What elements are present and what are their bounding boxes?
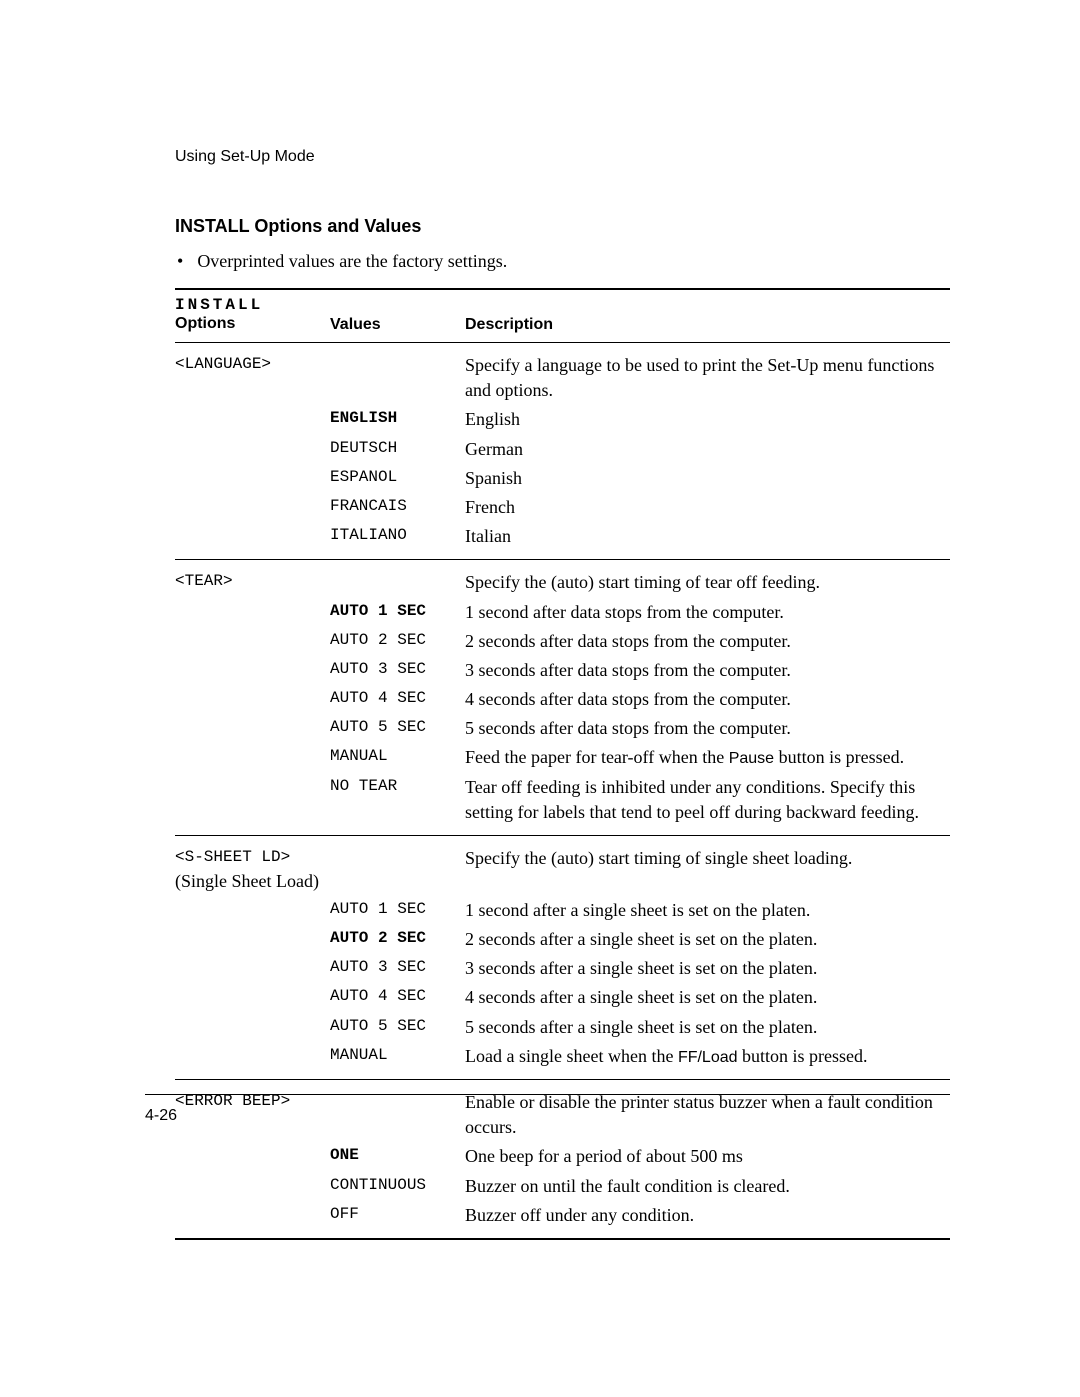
option-group: <ERROR BEEP>Enable or disable the printe…: [175, 1080, 950, 1238]
value-code: DEUTSCH: [330, 439, 397, 457]
value-row: ONE One beep for a period of about 500 ms: [175, 1142, 950, 1171]
value-code: AUTO 1 SEC: [330, 900, 426, 918]
options-table: INSTALL Options Values Description <LANG…: [175, 288, 950, 1240]
option-intro-desc: Enable or disable the printer status buz…: [465, 1090, 950, 1140]
value-code: AUTO 3 SEC: [330, 660, 426, 678]
page-header: Using Set-Up Mode: [175, 148, 950, 166]
value-desc: 4 seconds after data stops from the comp…: [465, 687, 950, 712]
value-row: FRANCAIS French: [175, 493, 950, 522]
value-desc: English: [465, 407, 950, 432]
value-desc: 1 second after data stops from the compu…: [465, 600, 950, 625]
option-code: <S-SHEET LD>: [175, 846, 330, 868]
value-code: NO TEAR: [330, 777, 397, 795]
value-desc: 2 seconds after data stops from the comp…: [465, 629, 950, 654]
value-row: MANUAL Feed the paper for tear-off when t…: [175, 743, 950, 772]
value-code: AUTO 1 SEC: [330, 602, 426, 620]
value-row: ITALIANO Italian: [175, 522, 950, 551]
value-desc: Spanish: [465, 466, 950, 491]
value-desc: Buzzer off under any condition.: [465, 1203, 950, 1228]
option-code: <TEAR>: [175, 570, 330, 592]
value-desc: Tear off feeding is inhibited under any …: [465, 775, 950, 825]
value-desc: 3 seconds after a single sheet is set on…: [465, 956, 950, 981]
inline-button-name: Pause: [729, 750, 774, 767]
value-row: AUTO 4 SEC 4 seconds after data stops fro…: [175, 685, 950, 714]
option-intro-row: <S-SHEET LD>(Single Sheet Load) Specify t…: [175, 844, 950, 896]
option-intro-desc: Specify a language to be used to print t…: [465, 353, 950, 403]
option-intro-desc: Specify the (auto) start timing of tear …: [465, 570, 950, 595]
value-desc: 5 seconds after data stops from the comp…: [465, 716, 950, 741]
footer-rule: [145, 1094, 950, 1095]
value-desc: One beep for a period of about 500 ms: [465, 1144, 950, 1169]
option-group: <S-SHEET LD>(Single Sheet Load) Specify t…: [175, 836, 950, 1080]
value-row: OFF Buzzer off under any condition.: [175, 1201, 950, 1230]
value-row: ENGLISH English: [175, 405, 950, 434]
value-code: AUTO 2 SEC: [330, 631, 426, 649]
value-row: AUTO 4 SEC 4 seconds after a single sheet…: [175, 983, 950, 1012]
value-row: CONTINUOUS Buzzer on until the fault cond…: [175, 1172, 950, 1201]
value-row: NO TEAR Tear off feeding is inhibited und…: [175, 773, 950, 827]
inline-button-name: FF/Load: [678, 1049, 738, 1066]
value-code: AUTO 2 SEC: [330, 929, 426, 947]
value-code: ITALIANO: [330, 526, 407, 544]
value-row: AUTO 3 SEC 3 seconds after a single sheet…: [175, 954, 950, 983]
value-desc: French: [465, 495, 950, 520]
value-row: AUTO 3 SEC 3 seconds after data stops fro…: [175, 656, 950, 685]
value-desc: Italian: [465, 524, 950, 549]
value-row: MANUAL Load a single sheet when the FF/Lo…: [175, 1042, 950, 1071]
option-intro-row: <LANGUAGE> Specify a language to be used …: [175, 351, 950, 405]
head-values: Values: [330, 316, 465, 334]
value-code: ONE: [330, 1146, 359, 1164]
value-code: CONTINUOUS: [330, 1176, 426, 1194]
value-code: AUTO 4 SEC: [330, 689, 426, 707]
head-install: INSTALL: [175, 296, 330, 314]
value-desc: German: [465, 437, 950, 462]
value-desc: Load a single sheet when the FF/Load but…: [465, 1044, 950, 1069]
value-code: AUTO 4 SEC: [330, 987, 426, 1005]
value-code: ENGLISH: [330, 409, 397, 427]
value-desc: Feed the paper for tear-off when the Pau…: [465, 745, 950, 770]
value-desc: 1 second after a single sheet is set on …: [465, 898, 950, 923]
value-row: AUTO 2 SEC 2 seconds after data stops fro…: [175, 627, 950, 656]
value-row: ESPANOL Spanish: [175, 464, 950, 493]
value-desc: 2 seconds after a single sheet is set on…: [465, 927, 950, 952]
option-group: <LANGUAGE> Specify a language to be used …: [175, 343, 950, 560]
value-row: AUTO 2 SEC 2 seconds after a single sheet…: [175, 925, 950, 954]
table-header-row: INSTALL Options Values Description: [175, 290, 950, 343]
option-group: <TEAR> Specify the (auto) start timing of…: [175, 560, 950, 836]
value-row: DEUTSCH German: [175, 435, 950, 464]
value-desc: 4 seconds after a single sheet is set on…: [465, 985, 950, 1010]
value-code: OFF: [330, 1205, 359, 1223]
value-code: AUTO 3 SEC: [330, 958, 426, 976]
value-row: AUTO 5 SEC 5 seconds after a single sheet…: [175, 1013, 950, 1042]
value-row: AUTO 1 SEC 1 second after data stops from…: [175, 598, 950, 627]
bullet-note: Overprinted values are the factory setti…: [205, 251, 950, 272]
value-code: MANUAL: [330, 747, 388, 765]
value-code: FRANCAIS: [330, 497, 407, 515]
value-row: AUTO 5 SEC 5 seconds after data stops fro…: [175, 714, 950, 743]
value-code: AUTO 5 SEC: [330, 718, 426, 736]
value-code: ESPANOL: [330, 468, 397, 486]
value-row: AUTO 1 SEC 1 second after a single sheet …: [175, 896, 950, 925]
table-body: <LANGUAGE> Specify a language to be used …: [175, 343, 950, 1238]
option-intro-row: <TEAR> Specify the (auto) start timing of…: [175, 568, 950, 597]
section-title: INSTALL Options and Values: [175, 216, 950, 237]
option-intro-desc: Specify the (auto) start timing of singl…: [465, 846, 950, 871]
value-desc: Buzzer on until the fault condition is c…: [465, 1174, 950, 1199]
value-code: MANUAL: [330, 1046, 388, 1064]
value-desc: 3 seconds after data stops from the comp…: [465, 658, 950, 683]
option-code: <LANGUAGE>: [175, 353, 330, 375]
option-note: (Single Sheet Load): [175, 869, 330, 894]
option-intro-row: <ERROR BEEP>Enable or disable the printe…: [175, 1088, 950, 1142]
page-number: 4-26: [145, 1107, 177, 1125]
value-desc: 5 seconds after a single sheet is set on…: [465, 1015, 950, 1040]
head-description: Description: [465, 316, 950, 334]
head-options: Options: [175, 315, 235, 332]
value-code: AUTO 5 SEC: [330, 1017, 426, 1035]
